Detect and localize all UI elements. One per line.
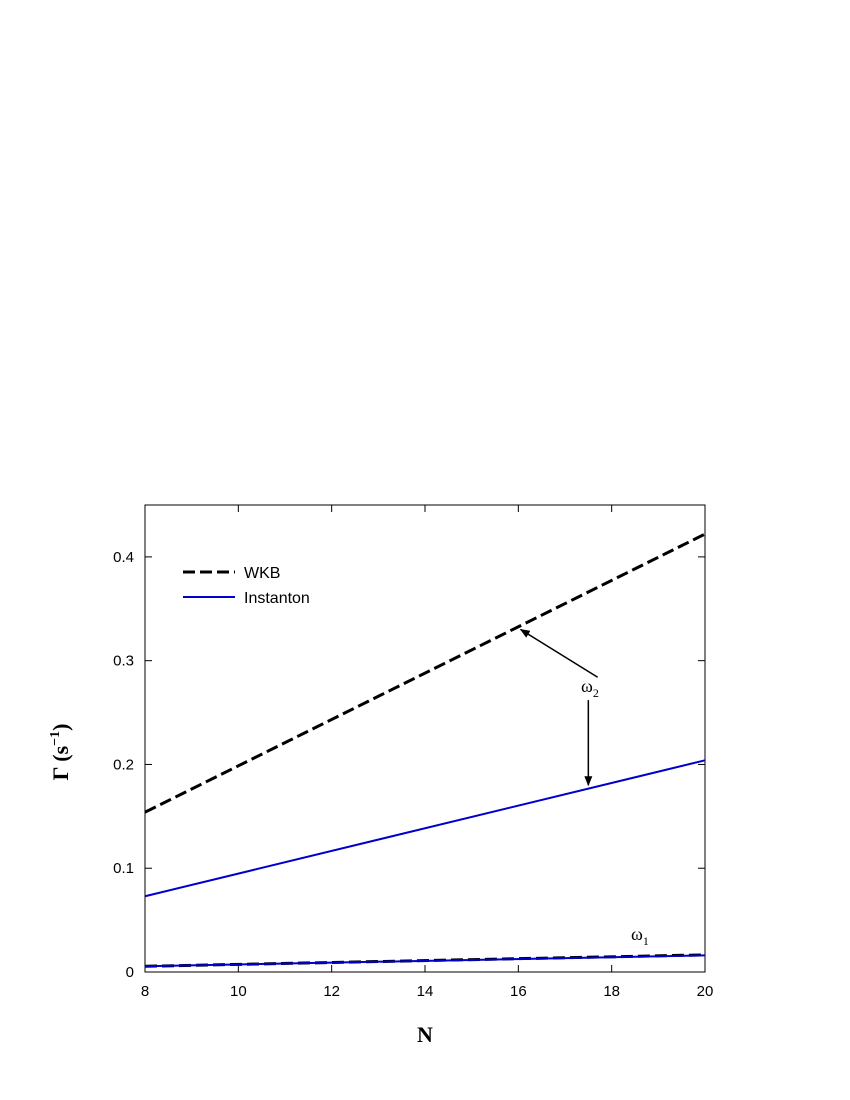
series-instanton-omega2 (144, 759, 706, 898)
x-tick-label: 16 (510, 983, 527, 1000)
series-wkb-omega2 (144, 532, 706, 814)
legend: WKB Instanton (183, 565, 310, 607)
y-tick-label: 0.3 (113, 653, 134, 670)
x-tick-label: 18 (603, 983, 620, 1000)
annotation-omega2: ω2 (581, 676, 599, 700)
x-tick-label: 10 (230, 983, 247, 1000)
annotation-omega1: ω1 (631, 924, 649, 948)
x-axis-title: N (417, 1022, 433, 1047)
annotation-omega2-subscript: 2 (593, 686, 599, 700)
x-tick-label: 20 (697, 983, 714, 1000)
y-axis-title-main: Γ (s (48, 745, 73, 780)
y-tick-label: 0.2 (113, 756, 134, 773)
y-tick-label: 0 (126, 964, 134, 981)
annotation-omega1-symbol: ω (631, 924, 643, 944)
x-tick-label: 8 (141, 983, 149, 1000)
annotations: ω2 ω1 (519, 628, 649, 948)
legend-label-wkb: WKB (244, 565, 280, 582)
x-tick-label: 12 (323, 983, 340, 1000)
series-group (144, 532, 706, 968)
y-axis-title-close: ) (48, 724, 73, 731)
y-axis-title-sup: −1 (48, 731, 63, 746)
y-tick-label: 0.4 (113, 549, 134, 566)
annotation-omega2-symbol: ω (581, 676, 593, 696)
series-instanton-omega1 (144, 954, 706, 968)
x-tick-label: 14 (417, 983, 434, 1000)
legend-label-instanton: Instanton (244, 590, 310, 607)
y-axis-title: Γ (s−1) (48, 724, 73, 781)
y-tick-label: 0.1 (113, 860, 134, 877)
annotation-omega1-subscript: 1 (643, 934, 649, 948)
annotation-arrow-omega2 (519, 628, 599, 678)
